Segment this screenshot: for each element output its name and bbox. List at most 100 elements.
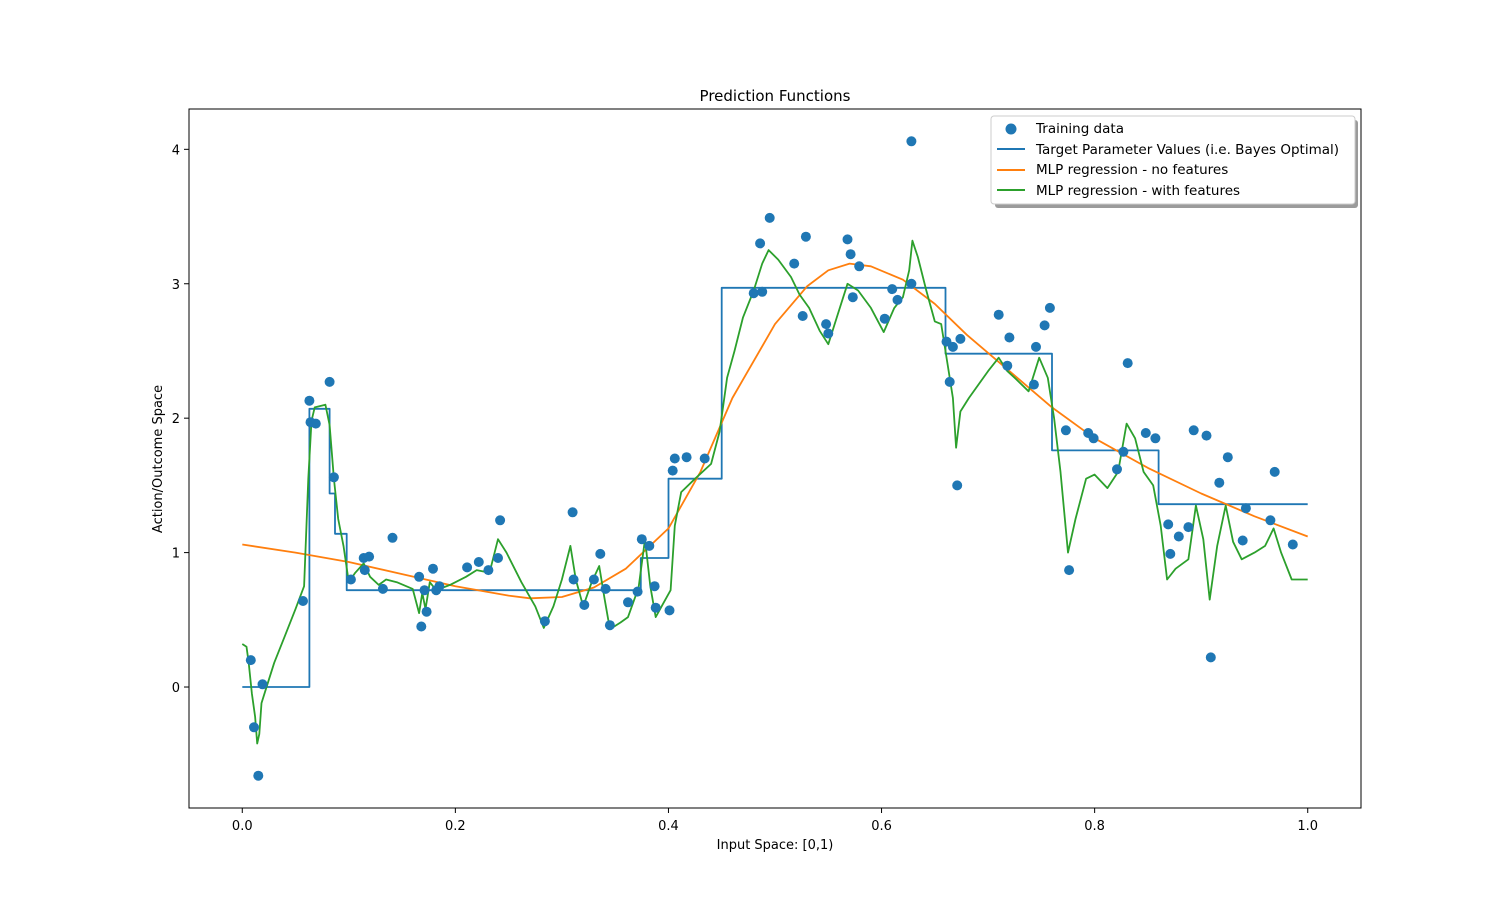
training-point xyxy=(764,212,775,223)
training-point xyxy=(1122,358,1133,369)
y-tick-label: 4 xyxy=(172,143,180,158)
training-point xyxy=(428,563,438,574)
training-point xyxy=(1201,430,1212,441)
training-point xyxy=(887,284,898,295)
training-point xyxy=(847,292,858,303)
training-point xyxy=(1112,464,1122,475)
training-point xyxy=(845,249,856,260)
training-point xyxy=(588,574,599,585)
training-point xyxy=(797,311,808,321)
training-point xyxy=(364,551,375,562)
training-point xyxy=(245,655,256,666)
series-line-mlp-no-features xyxy=(242,262,1309,600)
y-tick-label: 1 xyxy=(172,547,180,562)
training-point xyxy=(1183,522,1194,533)
training-point xyxy=(757,286,768,297)
legend-label-training: Training data xyxy=(1035,121,1124,137)
x-axis-label: Input Space: [0,1) xyxy=(717,838,834,853)
training-point xyxy=(1214,477,1225,488)
x-tick-label: 0.4 xyxy=(658,819,679,834)
training-point xyxy=(1188,425,1199,436)
training-point xyxy=(473,557,484,567)
training-point xyxy=(298,596,308,606)
training-point xyxy=(377,583,388,594)
training-point xyxy=(636,534,647,545)
training-point xyxy=(304,395,315,406)
y-tick-label: 3 xyxy=(172,278,180,293)
training-point xyxy=(483,565,494,576)
training-point xyxy=(249,722,259,733)
training-point xyxy=(419,585,430,596)
training-point xyxy=(416,621,427,632)
training-point xyxy=(539,616,550,627)
training-point xyxy=(821,319,832,330)
training-point xyxy=(1269,466,1280,477)
training-point xyxy=(800,231,811,242)
legend-label-target: Target Parameter Values (i.e. Bayes Opti… xyxy=(1035,142,1339,158)
chart-title: Prediction Functions xyxy=(700,87,851,105)
training-point xyxy=(604,620,615,631)
training-point xyxy=(387,532,398,543)
training-point xyxy=(944,376,955,387)
training-point xyxy=(1002,360,1013,371)
training-point xyxy=(257,679,268,690)
training-point xyxy=(854,261,865,272)
training-point xyxy=(748,288,759,299)
training-point xyxy=(495,515,506,526)
training-point xyxy=(842,234,853,245)
training-point xyxy=(649,581,660,592)
x-tick-label: 0.2 xyxy=(445,819,466,834)
training-point xyxy=(667,465,678,476)
training-point xyxy=(632,586,643,597)
training-point xyxy=(1028,379,1039,390)
training-point xyxy=(955,333,966,344)
training-point xyxy=(345,574,356,585)
training-point xyxy=(253,770,264,781)
training-point xyxy=(623,597,633,608)
training-point xyxy=(1163,519,1174,530)
training-point xyxy=(789,258,800,269)
training-point xyxy=(1150,433,1161,444)
training-point xyxy=(993,309,1004,320)
training-point xyxy=(414,571,425,582)
training-point xyxy=(650,602,661,613)
y-tick-label: 0 xyxy=(172,681,180,696)
x-tick-label: 1.0 xyxy=(1297,819,1318,834)
training-point xyxy=(567,507,578,518)
training-point xyxy=(568,574,579,585)
training-point xyxy=(324,376,335,387)
training-point xyxy=(493,553,503,563)
legend-marker-training xyxy=(1005,123,1017,135)
training-point xyxy=(1064,565,1075,576)
training-point xyxy=(906,278,917,289)
legend-box xyxy=(990,115,1356,205)
x-tick-label: 0.6 xyxy=(871,819,892,834)
training-point xyxy=(1088,433,1099,444)
training-point xyxy=(664,605,675,616)
training-point xyxy=(947,341,958,352)
training-point xyxy=(462,562,473,573)
training-point xyxy=(1265,515,1276,526)
y-axis-label: Action/Outcome Space xyxy=(151,385,166,533)
training-point xyxy=(1237,535,1248,546)
training-point xyxy=(906,136,917,147)
training-point xyxy=(1044,302,1055,313)
training-point xyxy=(1173,531,1184,542)
training-point xyxy=(579,600,590,610)
x-tick-label: 0.0 xyxy=(232,819,253,834)
legend-label-mlp-no-features: MLP regression - no features xyxy=(1036,162,1228,178)
plot-frame xyxy=(188,108,1362,809)
training-point xyxy=(421,606,432,617)
training-point xyxy=(755,238,766,249)
training-point xyxy=(600,583,611,594)
training-point xyxy=(1060,425,1071,436)
training-point xyxy=(669,453,680,464)
training-point xyxy=(699,453,710,464)
training-point xyxy=(644,540,655,551)
training-point xyxy=(1165,548,1176,559)
training-point xyxy=(952,480,963,491)
training-point xyxy=(1004,332,1015,343)
training-point xyxy=(681,452,692,463)
training-point xyxy=(328,472,339,483)
